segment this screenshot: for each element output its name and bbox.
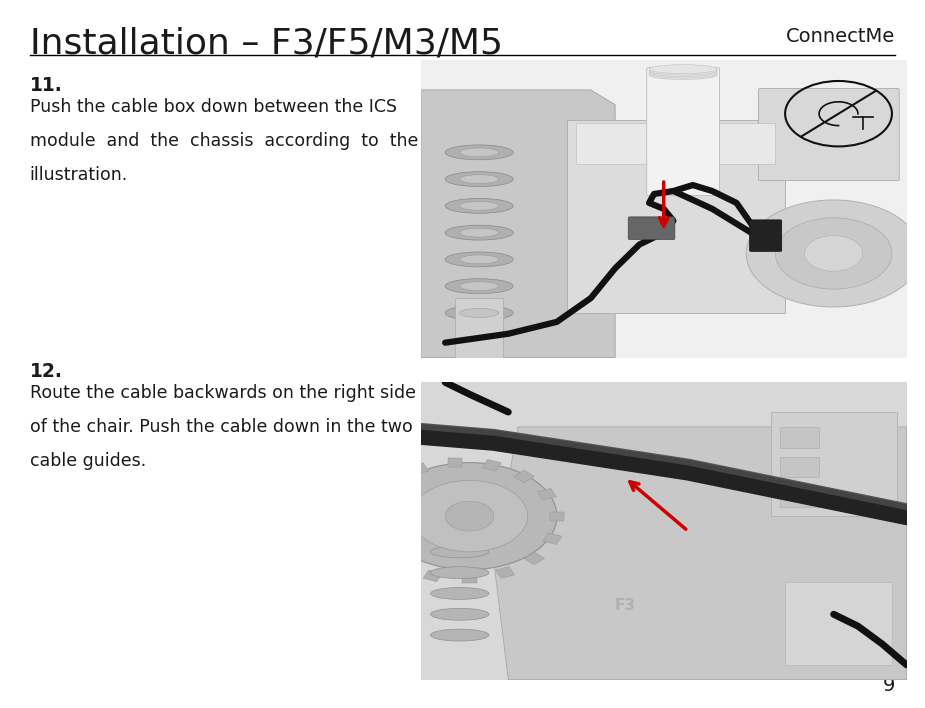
Ellipse shape — [431, 546, 488, 558]
Ellipse shape — [460, 228, 499, 237]
Circle shape — [382, 462, 557, 570]
Text: illustration.: illustration. — [30, 166, 128, 183]
Ellipse shape — [649, 64, 717, 74]
Text: module  and  the  chassis  according  to  the: module and the chassis according to the — [30, 132, 418, 149]
Ellipse shape — [431, 566, 488, 578]
Ellipse shape — [431, 588, 488, 600]
Text: cable guides.: cable guides. — [30, 452, 146, 469]
Ellipse shape — [431, 525, 488, 537]
Ellipse shape — [445, 225, 513, 240]
Bar — [423, 570, 442, 582]
Ellipse shape — [460, 175, 499, 183]
Ellipse shape — [460, 282, 499, 290]
Bar — [380, 476, 401, 489]
Ellipse shape — [445, 172, 513, 186]
Ellipse shape — [649, 67, 717, 76]
Text: Installation – F3/F5/M3/M5: Installation – F3/F5/M3/M5 — [30, 27, 502, 61]
Ellipse shape — [445, 306, 513, 321]
Bar — [448, 458, 462, 467]
Ellipse shape — [649, 66, 717, 75]
Text: F3: F3 — [614, 598, 635, 613]
Circle shape — [805, 236, 863, 271]
Ellipse shape — [445, 145, 513, 160]
Text: Push the cable box down between the ICS: Push the cable box down between the ICS — [30, 98, 397, 115]
FancyBboxPatch shape — [758, 88, 899, 181]
Ellipse shape — [649, 71, 717, 79]
FancyBboxPatch shape — [780, 457, 820, 477]
FancyBboxPatch shape — [749, 220, 782, 251]
Ellipse shape — [431, 608, 488, 620]
Bar — [549, 512, 564, 520]
Text: ConnectMe: ConnectMe — [786, 27, 895, 46]
Polygon shape — [421, 90, 615, 358]
Circle shape — [746, 200, 921, 307]
Bar — [390, 559, 411, 571]
Bar — [496, 566, 514, 578]
Bar — [537, 489, 556, 500]
FancyBboxPatch shape — [785, 581, 892, 665]
Bar — [462, 574, 476, 583]
Bar — [524, 552, 545, 565]
Ellipse shape — [445, 252, 513, 267]
Text: 9: 9 — [883, 676, 895, 695]
Ellipse shape — [460, 309, 499, 317]
FancyBboxPatch shape — [771, 412, 897, 516]
Ellipse shape — [460, 148, 499, 157]
Bar — [543, 533, 562, 544]
FancyBboxPatch shape — [780, 486, 820, 507]
Ellipse shape — [445, 279, 513, 294]
Ellipse shape — [445, 198, 513, 213]
Bar — [410, 463, 428, 474]
FancyBboxPatch shape — [780, 427, 820, 447]
Ellipse shape — [460, 201, 499, 210]
FancyBboxPatch shape — [566, 120, 785, 313]
Ellipse shape — [431, 629, 488, 641]
Ellipse shape — [460, 255, 499, 264]
Ellipse shape — [649, 69, 717, 78]
Text: of the chair. Push the cable down in the two: of the chair. Push the cable down in the… — [30, 418, 413, 435]
Bar — [368, 541, 387, 553]
FancyBboxPatch shape — [628, 217, 675, 239]
FancyBboxPatch shape — [576, 122, 775, 164]
Bar — [513, 470, 535, 483]
Text: 12.: 12. — [30, 362, 63, 382]
Bar — [482, 459, 501, 471]
Polygon shape — [494, 427, 906, 680]
Bar — [455, 298, 503, 358]
Text: 11.: 11. — [30, 76, 62, 96]
Text: Route the cable backwards on the right side: Route the cable backwards on the right s… — [30, 384, 415, 401]
Bar — [363, 497, 381, 508]
Circle shape — [775, 218, 892, 289]
Bar — [360, 520, 375, 530]
FancyBboxPatch shape — [647, 68, 720, 195]
Circle shape — [411, 481, 527, 552]
Circle shape — [445, 501, 494, 531]
